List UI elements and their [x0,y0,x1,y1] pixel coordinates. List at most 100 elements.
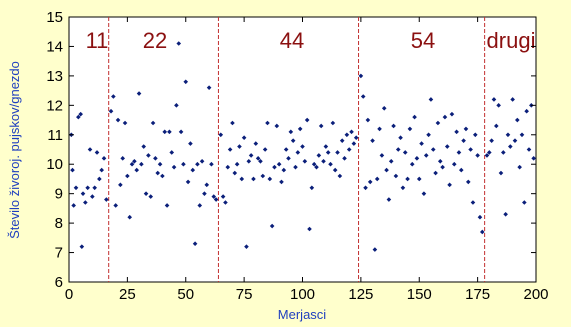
data-point [297,126,303,132]
data-point [283,147,289,152]
data-point [239,176,245,182]
data-point [400,185,406,191]
data-point [307,226,312,232]
data-point [157,161,163,167]
data-point [272,164,277,170]
data-point [342,156,347,161]
data-point [503,211,508,217]
data-point [330,120,336,126]
data-point [444,144,450,149]
data-point [143,191,149,196]
data-point [437,158,443,164]
plot-background [68,16,537,283]
data-point [391,123,396,129]
data-point [199,158,205,164]
data-point [288,129,294,135]
data-points [69,41,536,252]
data-point [255,156,261,161]
data-point [79,244,85,249]
data-point [472,132,478,138]
x-tick-label: 75 [236,286,253,303]
group-separators [108,17,486,282]
data-point [531,156,536,161]
data-point [384,167,389,173]
data-point [318,123,324,129]
data-point [70,167,75,173]
data-point [314,164,319,170]
data-point [325,150,331,155]
data-point [220,194,226,199]
y-tick-label: 14 [46,38,63,55]
data-point [349,129,354,135]
data-point [244,244,249,249]
data-point [129,161,135,167]
data-point [174,103,179,108]
data-point [125,173,130,179]
group-label-5: drugi [487,28,536,53]
data-point [386,197,392,202]
data-point [162,129,168,135]
data-point [454,129,459,135]
data-point [258,158,263,164]
data-point [265,120,270,126]
data-point [211,194,217,199]
data-point [468,147,473,152]
data-point [155,170,161,176]
data-point [85,185,90,191]
data-point [241,135,247,141]
data-point [475,153,480,158]
data-point [377,126,382,132]
group-label-4: 54 [411,28,435,53]
data-point [148,194,154,199]
data-point [80,191,86,196]
data-point [505,132,511,138]
data-point [202,191,207,196]
data-point [524,108,529,114]
data-point [332,167,338,173]
data-point [442,114,448,120]
data-point [164,203,170,208]
data-point [218,132,224,138]
data-point [484,153,490,158]
y-tick-label: 8 [55,215,63,232]
data-point [209,161,214,167]
data-point [78,111,83,117]
data-point [335,150,340,155]
x-axis-title: Merjasci [278,307,327,322]
data-point [522,200,527,205]
data-point [127,214,133,220]
data-point [433,170,438,176]
data-point [192,241,198,247]
data-point [328,161,333,167]
data-point [435,120,441,126]
data-point [372,247,378,252]
data-point [491,97,497,102]
x-tick-label: 200 [523,286,548,303]
data-point [311,161,317,167]
group-label-1: 11 [86,28,109,53]
data-point [274,123,280,129]
data-point [132,158,137,164]
data-point [146,153,151,158]
data-point [281,167,287,173]
data-point [213,197,219,202]
data-point [426,132,431,138]
data-point [346,147,352,152]
y-tick-label: 11 [47,127,63,144]
data-point [421,191,427,196]
data-point [276,161,282,167]
data-point [251,176,256,182]
data-point [76,114,81,120]
data-point [223,200,228,205]
data-point [496,103,501,108]
data-point [141,144,147,149]
data-point [206,85,212,90]
data-point [405,176,410,182]
data-point [269,223,275,229]
y-tick-label: 6 [55,274,63,291]
data-point [195,161,200,167]
data-point [267,176,273,182]
data-point [115,117,121,123]
data-point [423,153,429,158]
data-point [92,185,97,191]
